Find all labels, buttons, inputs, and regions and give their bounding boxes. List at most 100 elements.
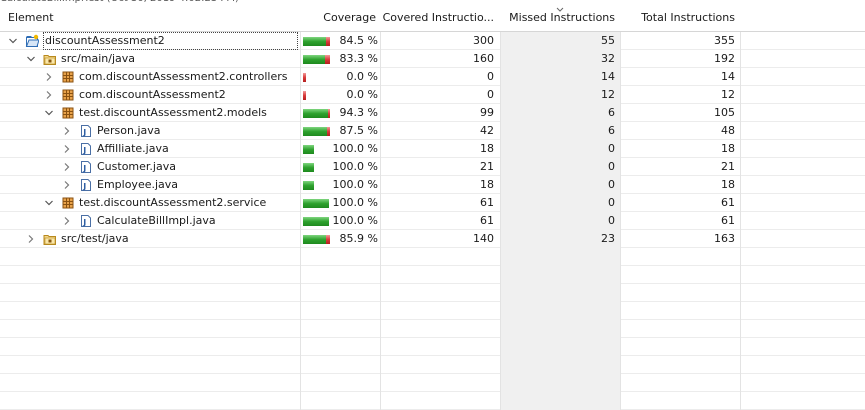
- chevron-down-icon[interactable]: [44, 108, 54, 118]
- total-instructions: 48: [721, 124, 735, 137]
- covered-instructions: 42: [480, 124, 494, 137]
- chevron-down-icon[interactable]: [8, 36, 18, 46]
- sorted-column-highlight: [501, 31, 620, 410]
- chevron-right-icon[interactable]: [44, 90, 54, 100]
- coverage-bar-missed: [328, 109, 330, 118]
- package-icon: [61, 106, 75, 120]
- table-row[interactable]: discountAssessment2 84.5 % 300 55 355: [0, 32, 865, 50]
- java-file-icon: J: [79, 142, 93, 156]
- coverage-bar: [303, 217, 330, 226]
- coverage-percent: 100.0 %: [332, 196, 378, 209]
- table-row[interactable]: J Customer.java 100.0 % 21 0 21: [0, 158, 865, 176]
- source-folder-icon: [43, 52, 57, 66]
- coverage-percent: 84.5 %: [339, 34, 378, 47]
- total-instructions: 21: [721, 160, 735, 173]
- chevron-right-icon[interactable]: [62, 126, 72, 136]
- svg-text:J: J: [82, 146, 86, 155]
- package-icon: [61, 196, 75, 210]
- column-header-covered-instructions[interactable]: Covered Instructio...: [382, 11, 494, 24]
- element-name: Person.java: [97, 124, 161, 137]
- element-name: CalculateBillImpl.java: [97, 214, 216, 227]
- coverage-percent: 100.0 %: [332, 214, 378, 227]
- total-instructions: 12: [721, 88, 735, 101]
- chevron-right-icon[interactable]: [44, 72, 54, 82]
- java-file-icon: J: [79, 160, 93, 174]
- coverage-bar-covered: [303, 163, 314, 172]
- coverage-bar-covered: [303, 109, 328, 118]
- java-file-icon: J: [79, 214, 93, 228]
- svg-text:J: J: [82, 164, 86, 173]
- coverage-bar: [303, 235, 330, 244]
- table-row[interactable]: test.discountAssessment2.models 94.3 % 99 6…: [0, 104, 865, 122]
- table-row[interactable]: com.discountAssessment2.controllers 0.0 %…: [0, 68, 865, 86]
- coverage-bar-covered: [303, 145, 314, 154]
- covered-instructions: 300: [473, 34, 494, 47]
- covered-instructions: 99: [480, 106, 494, 119]
- total-instructions: 163: [714, 232, 735, 245]
- coverage-bar: [303, 73, 330, 82]
- table-row[interactable]: J Affilliate.java 100.0 % 18 0 18: [0, 140, 865, 158]
- table-row[interactable]: src/test/java 85.9 % 140 23 163: [0, 230, 865, 248]
- table-row[interactable]: J Employee.java 100.0 % 18 0 18: [0, 176, 865, 194]
- column-header-coverage[interactable]: Coverage: [323, 11, 376, 24]
- coverage-bar-missed: [327, 127, 330, 136]
- total-instructions: 18: [721, 178, 735, 191]
- element-name: test.discountAssessment2.service: [79, 196, 267, 209]
- missed-instructions: 6: [608, 106, 615, 119]
- coverage-bar-missed: [326, 235, 330, 244]
- element-name: Employee.java: [97, 178, 179, 191]
- table-row[interactable]: src/main/java 83.3 % 160 32 192: [0, 50, 865, 68]
- coverage-bar: [303, 145, 330, 154]
- coverage-bar-covered: [303, 55, 325, 64]
- covered-instructions: 18: [480, 142, 494, 155]
- total-instructions: 355: [714, 34, 735, 47]
- table-row[interactable]: test.discountAssessment2.service 100.0 % 6…: [0, 194, 865, 212]
- package-icon: [61, 70, 75, 84]
- column-header-missed-instructions[interactable]: Missed Instructions: [509, 11, 615, 24]
- column-divider: [300, 4, 301, 410]
- table-row[interactable]: J CalculateBillImpl.java 100.0 % 61 0 61: [0, 212, 865, 230]
- element-name: src/test/java: [61, 232, 129, 245]
- missed-instructions: 6: [608, 124, 615, 137]
- element-name: Customer.java: [97, 160, 176, 173]
- missed-instructions: 12: [601, 88, 615, 101]
- missed-instructions: 0: [608, 142, 615, 155]
- chevron-down-icon[interactable]: [26, 54, 36, 64]
- chevron-right-icon[interactable]: [62, 162, 72, 172]
- covered-instructions: 140: [473, 232, 494, 245]
- table-header: Element Coverage Covered Instructio... M…: [0, 4, 865, 32]
- chevron-down-icon[interactable]: [44, 198, 54, 208]
- column-divider: [740, 4, 741, 410]
- missed-instructions: 0: [608, 214, 615, 227]
- coverage-bar-missed: [303, 91, 306, 100]
- coverage-bar: [303, 91, 330, 100]
- column-divider: [620, 4, 621, 410]
- covered-instructions: 61: [480, 214, 494, 227]
- chevron-right-icon[interactable]: [62, 144, 72, 154]
- table-row[interactable]: J Person.java 87.5 % 42 6 48: [0, 122, 865, 140]
- java-file-icon: J: [79, 178, 93, 192]
- chevron-right-icon[interactable]: [26, 234, 36, 244]
- chevron-right-icon[interactable]: [62, 180, 72, 190]
- table-grid-lines: [0, 4, 865, 410]
- covered-instructions: 160: [473, 52, 494, 65]
- covered-instructions: 21: [480, 160, 494, 173]
- total-instructions: 14: [721, 70, 735, 83]
- covered-instructions: 0: [487, 70, 494, 83]
- package-icon: [61, 88, 75, 102]
- table-row[interactable]: com.discountAssessment2 0.0 % 0 12 12: [0, 86, 865, 104]
- java-file-icon: J: [79, 124, 93, 138]
- column-header-element[interactable]: Element: [8, 11, 54, 24]
- element-name: src/main/java: [61, 52, 136, 65]
- column-divider: [380, 4, 381, 410]
- covered-instructions: 18: [480, 178, 494, 191]
- column-header-total-instructions[interactable]: Total Instructions: [641, 11, 735, 24]
- coverage-percent: 100.0 %: [332, 160, 378, 173]
- covered-instructions: 0: [487, 88, 494, 101]
- total-instructions: 61: [721, 214, 735, 227]
- element-name: discountAssessment2: [43, 32, 298, 50]
- coverage-bar-covered: [303, 235, 326, 244]
- coverage-percent: 83.3 %: [339, 52, 378, 65]
- chevron-right-icon[interactable]: [62, 216, 72, 226]
- project-icon: [25, 34, 40, 48]
